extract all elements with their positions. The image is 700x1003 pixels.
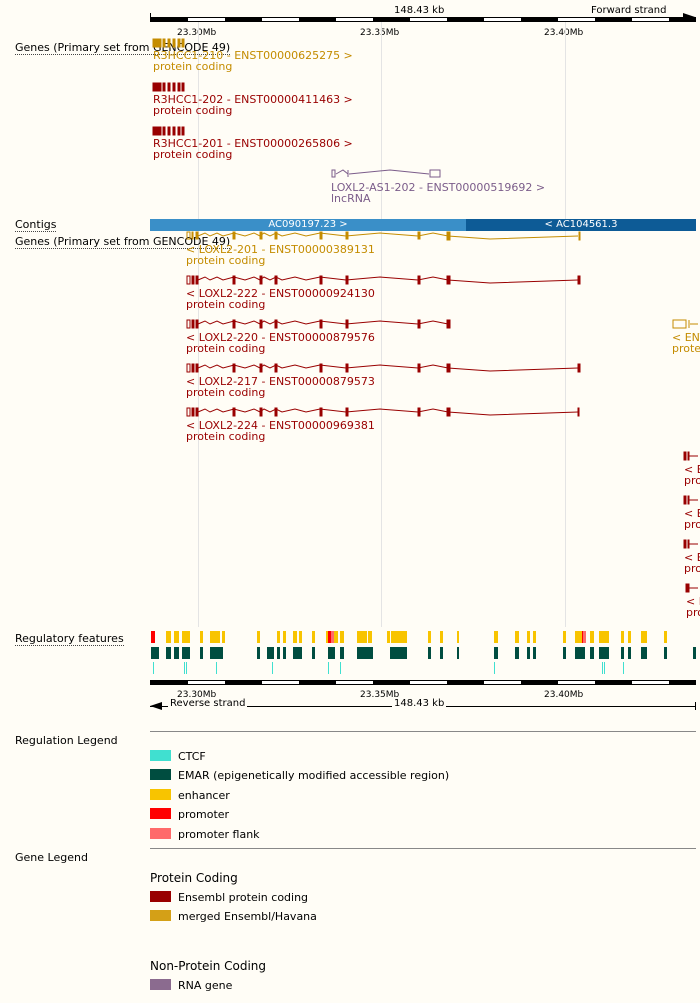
transcript-name[interactable]: LOXL2-AS1-202 - ENST00000519692 > [331, 181, 546, 194]
mb-label-3: 23.40Mb [544, 690, 584, 700]
rna-gene-swatch [150, 979, 171, 990]
transcript-biotype: protein coding [153, 60, 233, 73]
legend-label: promoter flank [178, 828, 260, 841]
transcript-biotype: protein coding [186, 254, 266, 267]
regulatory-features[interactable] [150, 629, 700, 677]
partial-transcript-biotype: prot [684, 562, 700, 575]
loxl2-glyphs [186, 231, 698, 593]
scale-bar [150, 680, 696, 685]
partial-transcript-biotype: prot [684, 518, 700, 531]
transcript-name[interactable]: < LOXL2-201 - ENST00000389131 [186, 243, 375, 256]
ctcf-swatch [150, 750, 171, 761]
transcript-name[interactable]: < LOXL2-224 - ENST00000969381 [186, 419, 375, 432]
divider [150, 731, 696, 732]
transcript-biotype: protein coding [186, 342, 266, 355]
forward-strand-label: Forward strand [589, 5, 669, 16]
genes-track-label-top[interactable]: Genes (Primary set from GENCODE 49) [15, 41, 231, 55]
promoter-swatch [150, 808, 171, 819]
legend-label: RNA gene [178, 979, 233, 992]
merged-ensembl-havana-swatch [150, 910, 171, 921]
partial-transcript-biotype: prot [684, 474, 700, 487]
protein-coding-heading: Protein Coding [150, 871, 238, 885]
ruler-tick [695, 702, 696, 710]
ensembl-protein-coding-swatch [150, 891, 171, 902]
transcript-name[interactable]: < LOXL2-220 - ENST00000879576 [186, 331, 375, 344]
partial-transcript-name[interactable]: < E [686, 595, 700, 608]
legend-label: promoter [178, 808, 230, 821]
partial-transcript-name[interactable]: < E [684, 551, 700, 564]
gene-legend-title: Gene Legend [15, 851, 88, 864]
genes-track-label-bottom[interactable]: Genes (Primary set from GENCODE 49) [15, 235, 231, 249]
gridline [381, 22, 382, 627]
scale-bar [150, 17, 696, 22]
partial-transcript-name[interactable]: < ENT [672, 331, 700, 344]
transcript-name[interactable]: R3HCC1-201 - ENST00000265806 > [153, 137, 353, 150]
transcript-name[interactable]: < LOXL2-217 - ENST00000879573 [186, 375, 375, 388]
ruler-span-bottom: 148.43 kb [392, 698, 447, 709]
mb-label-1: 23.30Mb [177, 28, 217, 38]
promoter-flank-swatch [150, 828, 171, 839]
reverse-strand-label: Reverse strand [168, 698, 248, 709]
legend-label: CTCF [178, 750, 206, 763]
transcript-biotype: protein coding [186, 386, 266, 399]
mb-label-3: 23.40Mb [544, 28, 584, 38]
regulatory-track-label[interactable]: Regulatory features [15, 632, 124, 646]
partial-transcript-name[interactable]: < E [684, 507, 700, 520]
divider [150, 848, 696, 849]
emar-swatch [150, 769, 171, 780]
mb-label-2: 23.35Mb [360, 690, 400, 700]
transcript-name[interactable]: R3HCC1-210 - ENST00000625275 > [153, 49, 353, 62]
legend-label: merged Ensembl/Havana [178, 910, 317, 923]
gridline [565, 22, 566, 627]
partial-transcript-name[interactable]: < E [684, 463, 700, 476]
contig-ac104561[interactable]: < AC104561.3 [466, 219, 696, 231]
transcript-biotype: protein coding [186, 430, 266, 443]
arrow-left-icon [150, 702, 162, 710]
legend-label: Ensembl protein coding [178, 891, 309, 904]
ruler-span-top: 148.43 kb [392, 5, 447, 16]
transcript-name[interactable]: R3HCC1-202 - ENST00000411463 > [153, 93, 353, 106]
partial-transcript-biotype: prot [686, 606, 700, 619]
mb-label-1: 23.30Mb [177, 690, 217, 700]
enhancer-swatch [150, 789, 171, 800]
regulation-legend-title: Regulation Legend [15, 734, 118, 747]
non-protein-coding-heading: Non-Protein Coding [150, 959, 267, 973]
legend-label: enhancer [178, 789, 230, 802]
transcript-name[interactable]: < LOXL2-222 - ENST00000924130 [186, 287, 375, 300]
top-genes-glyphs [152, 38, 441, 178]
partial-transcript-biotype: prote [672, 342, 700, 355]
legend-label: EMAR (epigenetically modified accessible… [178, 769, 450, 782]
transcript-biotype: protein coding [186, 298, 266, 311]
transcript-biotype: protein coding [153, 148, 233, 161]
transcript-biotype: lncRNA [331, 192, 371, 205]
transcript-biotype: protein coding [153, 104, 233, 117]
mb-label-2: 23.35Mb [360, 28, 400, 38]
contigs-track-label[interactable]: Contigs [15, 218, 57, 232]
contig-ac090197[interactable]: AC090197.23 > [150, 219, 466, 231]
